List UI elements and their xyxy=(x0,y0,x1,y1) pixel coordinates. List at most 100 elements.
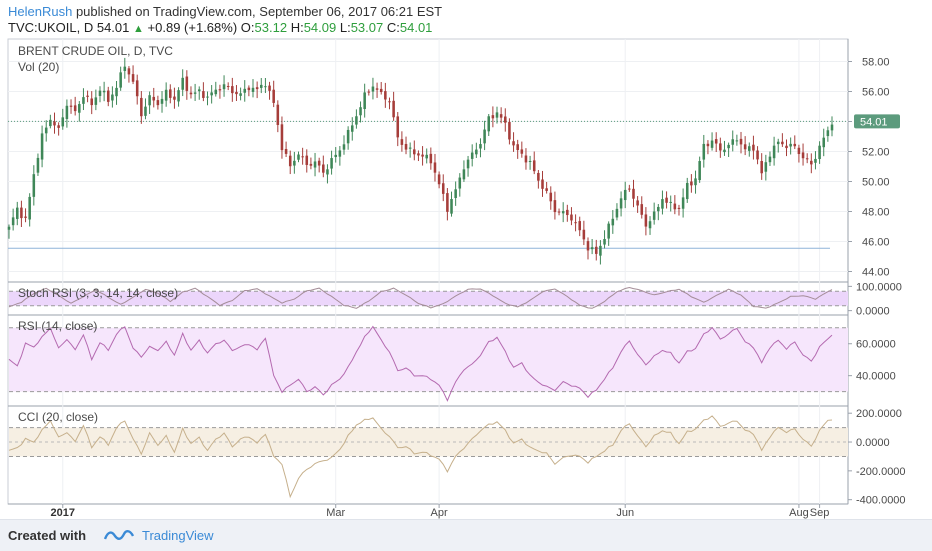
candle-body xyxy=(706,143,710,147)
candle-body xyxy=(322,164,325,173)
candle-body xyxy=(69,105,73,107)
stoch-rsi-title: Stoch RSI (3, 3, 14, 14, close) xyxy=(18,286,178,300)
candle-body xyxy=(301,156,304,158)
candle-body xyxy=(86,95,89,97)
candle-body xyxy=(669,201,672,203)
candle-body xyxy=(61,117,65,127)
candle-body xyxy=(214,89,218,95)
candle-body xyxy=(413,149,416,155)
candle-body xyxy=(752,144,755,151)
created-with-label: Created with xyxy=(8,528,87,543)
candle-body xyxy=(131,74,135,82)
candle-body xyxy=(231,86,234,94)
candle-body xyxy=(739,138,743,145)
rsi-line xyxy=(8,325,833,402)
candle-body xyxy=(384,91,387,100)
candle-body xyxy=(276,104,280,125)
candle-body xyxy=(776,141,780,145)
candle-body xyxy=(239,93,242,96)
candle-body xyxy=(94,97,98,105)
candle-body xyxy=(429,153,433,164)
candle-body xyxy=(553,200,557,213)
candle-body xyxy=(206,96,209,98)
candle-body xyxy=(210,92,213,96)
candle-body xyxy=(73,105,77,112)
chart-area[interactable]: 58.0056.0054.0052.0050.0048.0046.0044.00… xyxy=(0,0,932,519)
candle-body xyxy=(144,106,147,116)
y-tick-label: 44.00 xyxy=(862,267,890,279)
y-tick-label: 58.00 xyxy=(862,57,890,69)
candle-body xyxy=(371,86,375,92)
cci-line xyxy=(8,415,833,499)
candle-body xyxy=(628,188,631,190)
candle-body xyxy=(557,211,561,213)
candle-body xyxy=(603,238,606,245)
candle-body xyxy=(288,155,292,167)
candle-body xyxy=(408,147,412,149)
candle-body xyxy=(714,139,718,144)
tradingview-logo-icon[interactable] xyxy=(104,528,134,542)
open-label: O: xyxy=(240,20,255,35)
candle-body xyxy=(235,91,238,95)
x-tick-label: 2017 xyxy=(51,507,75,519)
candle-body xyxy=(632,188,635,199)
candle-body xyxy=(727,144,730,149)
candle-body xyxy=(15,207,19,219)
volume-label: Vol (20) xyxy=(18,60,59,74)
candle-body xyxy=(479,144,482,149)
candle-body xyxy=(317,160,321,166)
candle-body xyxy=(78,104,81,113)
candle-body xyxy=(119,72,122,88)
candle-body xyxy=(694,178,697,186)
candle-body xyxy=(284,148,288,154)
y-tick-label: 56.00 xyxy=(862,87,890,99)
candle-body xyxy=(644,214,648,227)
candle-body xyxy=(148,95,151,106)
candle-body xyxy=(441,183,445,194)
candle-body xyxy=(735,140,739,142)
candle-body xyxy=(648,221,652,229)
candle-body xyxy=(404,143,408,150)
candle-body xyxy=(801,152,805,159)
candle-body xyxy=(743,144,747,150)
tradingview-link[interactable]: TradingView xyxy=(142,528,214,543)
candle-body xyxy=(520,149,524,154)
candle-body xyxy=(40,133,44,160)
candle-body xyxy=(756,150,759,160)
candle-body xyxy=(338,150,342,157)
candle-body xyxy=(466,159,470,169)
candle-body xyxy=(388,101,391,103)
candle-body xyxy=(578,221,581,231)
author-link[interactable]: HelenRush xyxy=(8,4,73,19)
candle-body xyxy=(102,90,106,93)
candle-body xyxy=(760,160,763,174)
candle-body xyxy=(367,91,371,93)
candle-body xyxy=(106,90,110,102)
candle-body xyxy=(561,211,565,214)
candle-body xyxy=(330,158,333,169)
cci-title: CCI (20, close) xyxy=(18,410,98,424)
candle-body xyxy=(594,246,598,254)
candle-body xyxy=(135,80,139,97)
rsi-tick-label: 40.0000 xyxy=(856,371,896,383)
stoch-rsi-tick-label: 100.0000 xyxy=(856,281,902,293)
symbol-line: TVC:UKOIL, D 54.01 xyxy=(8,20,130,35)
candle-body xyxy=(698,161,701,181)
cci-tick-label: -400.0000 xyxy=(856,495,906,507)
candle-body xyxy=(169,89,172,98)
candle-body xyxy=(582,229,586,240)
candle-body xyxy=(512,141,515,146)
candle-body xyxy=(640,204,644,215)
candle-body xyxy=(251,87,255,92)
candle-body xyxy=(541,179,544,189)
candle-body xyxy=(350,125,354,132)
candle-body xyxy=(359,107,362,116)
candle-body xyxy=(636,200,639,206)
y-tick-label: 46.00 xyxy=(862,237,890,249)
candle-body xyxy=(433,162,437,173)
candle-body xyxy=(342,144,346,150)
candle-body xyxy=(462,169,466,180)
candle-body xyxy=(719,143,722,151)
last-price-tag xyxy=(854,114,900,129)
candle-body xyxy=(437,174,441,185)
